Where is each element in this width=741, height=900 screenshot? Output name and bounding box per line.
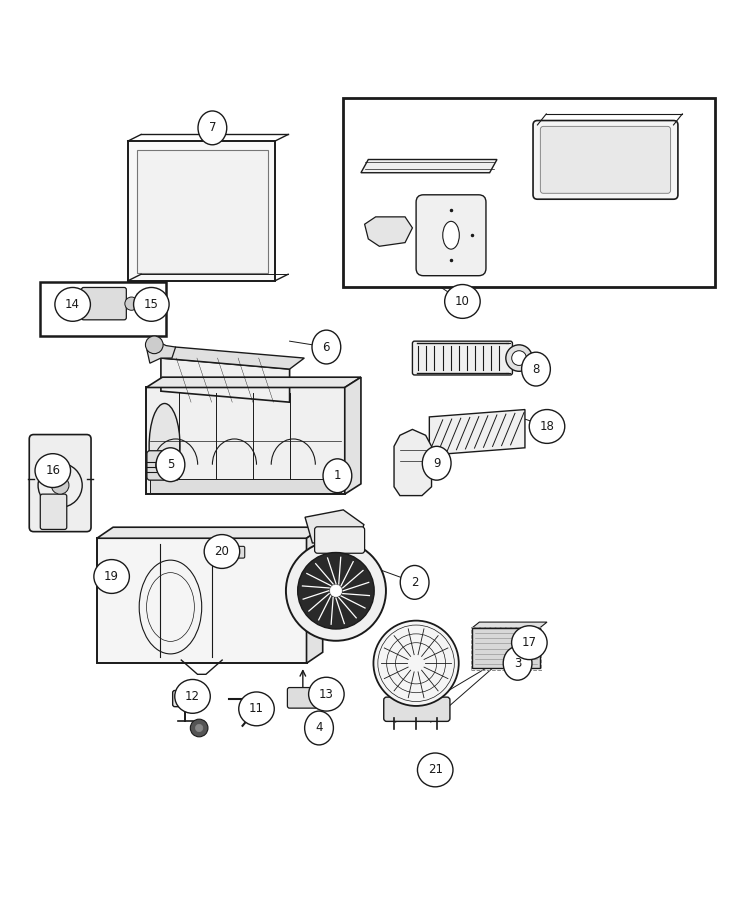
Text: o: o	[136, 292, 139, 298]
Ellipse shape	[149, 403, 180, 489]
FancyBboxPatch shape	[225, 546, 245, 558]
Text: 18: 18	[539, 420, 554, 433]
Ellipse shape	[511, 626, 547, 660]
FancyBboxPatch shape	[288, 688, 319, 708]
Text: 16: 16	[45, 464, 60, 477]
FancyBboxPatch shape	[413, 341, 513, 375]
FancyBboxPatch shape	[416, 194, 486, 275]
Text: 8: 8	[532, 363, 539, 375]
Ellipse shape	[198, 111, 227, 145]
Circle shape	[156, 455, 176, 476]
Text: 12: 12	[185, 690, 200, 703]
Text: 7: 7	[209, 122, 216, 134]
Polygon shape	[472, 622, 547, 628]
Circle shape	[506, 345, 532, 372]
Circle shape	[298, 553, 374, 629]
Polygon shape	[345, 377, 361, 494]
Ellipse shape	[417, 753, 453, 787]
Bar	[136, 150, 268, 274]
Circle shape	[512, 351, 526, 365]
Ellipse shape	[308, 678, 344, 711]
Polygon shape	[361, 159, 497, 173]
FancyBboxPatch shape	[147, 451, 179, 481]
Text: 4: 4	[315, 722, 323, 734]
Polygon shape	[97, 527, 322, 538]
Ellipse shape	[445, 284, 480, 319]
Polygon shape	[429, 410, 525, 455]
Ellipse shape	[35, 454, 70, 488]
Polygon shape	[146, 377, 361, 388]
Text: 10: 10	[455, 295, 470, 308]
Text: 9: 9	[433, 456, 440, 470]
Ellipse shape	[94, 560, 130, 593]
Ellipse shape	[175, 680, 210, 714]
Ellipse shape	[400, 565, 429, 599]
FancyBboxPatch shape	[40, 494, 67, 529]
Ellipse shape	[55, 287, 90, 321]
FancyBboxPatch shape	[29, 435, 91, 532]
Polygon shape	[161, 358, 290, 402]
Text: 17: 17	[522, 636, 537, 649]
Text: 19: 19	[104, 570, 119, 583]
Circle shape	[196, 724, 203, 732]
Polygon shape	[307, 527, 322, 663]
Text: 21: 21	[428, 763, 442, 777]
Polygon shape	[305, 510, 364, 543]
Text: 13: 13	[319, 688, 333, 701]
Ellipse shape	[443, 221, 459, 249]
Ellipse shape	[133, 287, 169, 321]
Ellipse shape	[529, 410, 565, 444]
Ellipse shape	[323, 459, 352, 492]
Text: 1: 1	[333, 469, 341, 482]
Circle shape	[373, 621, 459, 706]
Bar	[150, 480, 341, 492]
Ellipse shape	[312, 330, 341, 364]
Text: 14: 14	[65, 298, 80, 310]
Text: 5: 5	[167, 458, 174, 472]
Circle shape	[190, 719, 208, 737]
Circle shape	[125, 297, 138, 310]
Text: 6: 6	[322, 340, 330, 354]
FancyBboxPatch shape	[384, 698, 450, 722]
Ellipse shape	[503, 646, 532, 680]
Ellipse shape	[205, 535, 239, 569]
Bar	[127, 141, 275, 281]
FancyBboxPatch shape	[173, 690, 198, 707]
Polygon shape	[394, 429, 431, 496]
Polygon shape	[147, 341, 176, 364]
Bar	[342, 98, 714, 287]
Bar	[39, 283, 166, 336]
Polygon shape	[365, 217, 413, 247]
FancyBboxPatch shape	[82, 287, 126, 320]
Text: 20: 20	[214, 545, 230, 558]
Polygon shape	[161, 347, 305, 369]
Ellipse shape	[239, 692, 274, 725]
Ellipse shape	[422, 446, 451, 481]
Bar	[97, 538, 307, 663]
Bar	[471, 626, 541, 670]
Text: 2: 2	[411, 576, 419, 589]
Circle shape	[286, 541, 386, 641]
Text: 15: 15	[144, 298, 159, 310]
FancyBboxPatch shape	[540, 126, 671, 194]
FancyBboxPatch shape	[533, 121, 678, 199]
Ellipse shape	[156, 448, 185, 482]
Circle shape	[107, 572, 117, 581]
FancyBboxPatch shape	[315, 526, 365, 554]
Ellipse shape	[305, 711, 333, 745]
Circle shape	[38, 464, 82, 508]
Bar	[146, 388, 345, 494]
Ellipse shape	[522, 352, 551, 386]
Text: 3: 3	[514, 657, 521, 670]
Circle shape	[51, 476, 69, 494]
Text: 11: 11	[249, 702, 264, 716]
Circle shape	[330, 585, 342, 597]
Circle shape	[145, 336, 163, 354]
Bar	[472, 628, 539, 669]
